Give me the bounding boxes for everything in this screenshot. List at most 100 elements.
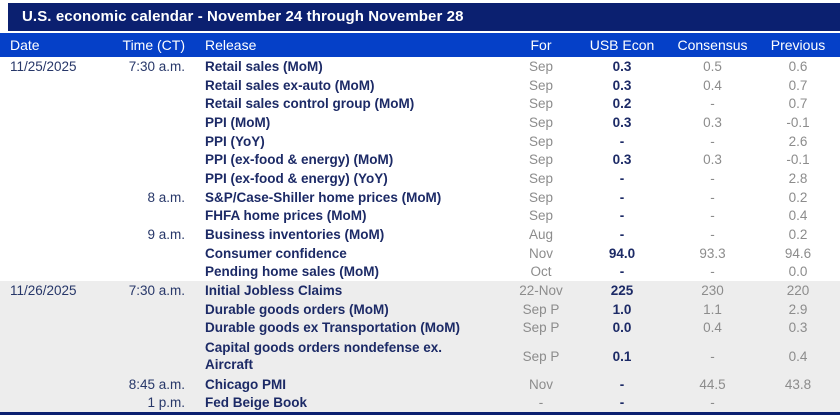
for-cell: Sep — [528, 77, 554, 93]
previous-cell: 0.7 — [788, 77, 808, 93]
for-cell: Sep — [528, 189, 554, 205]
for-cell: Sep — [528, 152, 554, 168]
consensus-cell: - — [710, 170, 715, 186]
table-row: PPI (ex-food & energy) (MoM) Sep 0.3 0.3 -0.… — [0, 150, 840, 169]
table-row: 8 a.m. S&P/Case-Shiller home prices (MoM)… — [0, 188, 840, 207]
usb-econ-cell: 1.0 — [612, 301, 632, 317]
table-row: 8:45 a.m. Chicago PMI Nov - 44.5 43.8 — [0, 375, 840, 394]
release-cell: Retail sales (MoM) — [205, 58, 323, 74]
table-row: Retail sales ex-auto (MoM) Sep 0.3 0.4 0.7 — [0, 76, 840, 95]
time-cell: 9 a.m. — [147, 227, 185, 243]
release-cell: Retail sales control group (MoM) — [205, 96, 415, 112]
consensus-cell: - — [710, 264, 715, 280]
date-cell: 11/26/2025 — [10, 283, 77, 299]
release-cell: Consumer confidence — [205, 245, 347, 261]
usb-econ-cell: 225 — [610, 283, 634, 299]
table-row: Capital goods orders nondefense ex. Aircr… — [0, 337, 840, 374]
page-title: U.S. economic calendar - November 24 thr… — [8, 3, 840, 31]
usb-econ-cell: - — [619, 208, 625, 224]
for-cell: - — [538, 395, 544, 411]
previous-cell: 43.8 — [784, 376, 812, 392]
time-cell: 8:45 a.m. — [128, 376, 185, 392]
previous-cell: 0.0 — [788, 264, 808, 280]
release-cell: Durable goods ex Transportation (MoM) — [205, 320, 461, 336]
table-row: 1 p.m. Fed Beige Book - - - — [0, 393, 840, 412]
table-bottom-rule — [0, 412, 840, 416]
previous-cell: 2.9 — [788, 301, 808, 317]
release-cell: Initial Jobless Claims — [205, 283, 343, 299]
previous-cell: -0.1 — [786, 152, 810, 168]
usb-econ-cell: 94.0 — [608, 245, 636, 261]
column-header-usb-econ: USB Econ — [589, 37, 655, 53]
column-header-previous: Previous — [770, 37, 826, 53]
previous-cell: 2.6 — [788, 133, 808, 149]
previous-cell: 0.2 — [788, 189, 808, 205]
consensus-cell: 0.4 — [703, 320, 722, 336]
table-row: Pending home sales (MoM) Oct - - 0.0 — [0, 263, 840, 282]
usb-econ-cell: 0.1 — [612, 348, 632, 364]
table-body: 11/25/2025 7:30 a.m. Retail sales (MoM) Sep… — [0, 57, 840, 413]
time-cell: 8 a.m. — [147, 189, 185, 205]
for-cell: Sep P — [522, 301, 560, 317]
column-header-for: For — [530, 37, 552, 53]
for-cell: Aug — [528, 227, 554, 243]
usb-econ-cell: - — [619, 227, 625, 243]
consensus-cell: 93.3 — [699, 245, 726, 261]
consensus-cell: - — [710, 348, 715, 364]
release-cell: S&P/Case-Shiller home prices (MoM) — [205, 189, 442, 205]
usb-econ-cell: 0.0 — [612, 320, 632, 336]
release-cell: PPI (YoY) — [205, 133, 265, 149]
table-row: Durable goods ex Transportation (MoM) Sep… — [0, 319, 840, 338]
release-cell: Retail sales ex-auto (MoM) — [205, 77, 375, 93]
for-cell: Sep — [528, 133, 554, 149]
usb-econ-cell: - — [619, 264, 625, 280]
for-cell: Nov — [528, 245, 553, 261]
consensus-cell: - — [710, 395, 715, 411]
previous-cell: -0.1 — [786, 114, 810, 130]
release-cell: Business inventories (MoM) — [205, 227, 385, 243]
table-row: Retail sales control group (MoM) Sep 0.2 - 0… — [0, 94, 840, 113]
for-cell: 22-Nov — [519, 283, 563, 299]
previous-cell: 0.3 — [788, 320, 808, 336]
usb-econ-cell: 0.3 — [612, 58, 632, 74]
for-cell: Sep — [528, 58, 554, 74]
release-cell: FHFA home prices (MoM) — [205, 208, 367, 224]
previous-cell: 220 — [786, 283, 810, 299]
time-cell: 7:30 a.m. — [128, 58, 185, 74]
usb-econ-cell: - — [619, 170, 625, 186]
usb-econ-cell: - — [619, 133, 625, 149]
date-section: 11/25/2025 7:30 a.m. Retail sales (MoM) Sep… — [0, 57, 840, 281]
consensus-cell: - — [710, 96, 715, 112]
column-header-consensus: Consensus — [677, 37, 748, 53]
table-row: 11/25/2025 7:30 a.m. Retail sales (MoM) Sep… — [0, 57, 840, 76]
consensus-cell: 230 — [701, 283, 724, 299]
usb-econ-cell: - — [619, 376, 625, 392]
usb-econ-cell: 0.3 — [612, 114, 632, 130]
date-cell: 11/25/2025 — [10, 58, 77, 74]
column-header-release: Release — [205, 37, 257, 53]
release-cell: Chicago PMI — [205, 376, 287, 392]
for-cell: Nov — [528, 376, 553, 392]
usb-econ-cell: - — [619, 395, 625, 411]
consensus-cell: - — [710, 208, 715, 224]
table-row: Durable goods orders (MoM) Sep P 1.0 1.1 2.9 — [0, 300, 840, 319]
table-row: PPI (ex-food & energy) (YoY) Sep - - 2.8 — [0, 169, 840, 188]
column-header-date: Date — [10, 37, 40, 53]
previous-cell: 2.8 — [788, 170, 808, 186]
for-cell: Sep — [528, 96, 554, 112]
release-cell: PPI (MoM) — [205, 114, 271, 130]
consensus-cell: 0.4 — [703, 77, 722, 93]
previous-cell: 94.6 — [784, 245, 812, 261]
column-header-time: Time (CT) — [122, 37, 185, 53]
usb-econ-cell: 0.3 — [612, 152, 632, 168]
release-cell: PPI (ex-food & energy) (YoY) — [205, 170, 388, 186]
date-section: 11/26/2025 7:30 a.m. Initial Jobless Claim… — [0, 281, 840, 413]
usb-econ-cell: 0.3 — [612, 77, 632, 93]
table-row: PPI (YoY) Sep - - 2.6 — [0, 132, 840, 151]
previous-cell: 0.6 — [788, 58, 808, 74]
table-row: 11/26/2025 7:30 a.m. Initial Jobless Claim… — [0, 281, 840, 300]
for-cell: Sep — [528, 114, 554, 130]
consensus-cell: 0.3 — [703, 114, 722, 130]
for-cell: Sep — [528, 170, 554, 186]
